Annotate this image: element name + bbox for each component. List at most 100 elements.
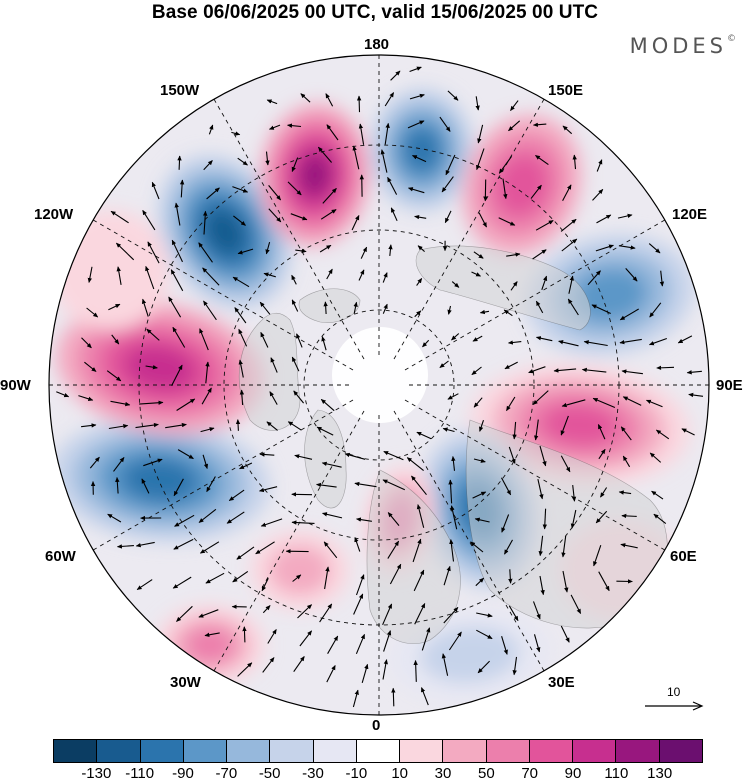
wind-arrow [473,251,484,259]
wind-arrow [238,359,244,378]
wind-arrow [356,95,362,113]
wind-arrow [532,122,547,127]
wind-arrow [622,396,642,406]
wind-arrow [470,541,484,553]
wind-arrow [473,397,483,408]
wind-arrow [291,520,315,525]
wind-arrow [172,326,186,348]
wind-arrow [535,300,544,314]
wind-arrow [380,149,388,173]
wind-arrow [267,629,277,644]
wind-arrow [409,66,422,73]
wind-arrow [443,606,459,624]
wind-arrow [445,154,456,176]
wind-arrow [591,304,611,314]
wind-arrow [300,93,311,103]
wind-arrow [231,131,241,136]
wind-arrow [447,305,452,315]
wind-arrow [203,210,208,235]
lon-label-30e: 30E [548,674,575,691]
color-bar-segment [659,740,702,762]
color-bar-segment [400,740,444,762]
wind-arrow [414,603,426,625]
wind-arrow [541,275,548,290]
map-disk [49,55,709,715]
wind-arrow [316,426,334,436]
wind-arrow [320,209,337,220]
wind-arrow [199,541,220,554]
wind-arrow [146,328,160,341]
wind-arrow [504,539,513,555]
wind-arrow [108,303,121,311]
reference-arrow-icon [645,701,704,711]
color-bar-tick-label: 70 [521,765,538,782]
wind-arrow [292,574,302,582]
wind-arrow [168,296,182,318]
color-bar-segment [97,740,141,762]
wind-arrow [645,399,663,408]
anomaly-contour [121,458,199,502]
wind-arrow [596,214,612,224]
wind-arrow [78,395,94,401]
wind-arrow [237,662,253,677]
wind-arrow [621,369,643,375]
wind-arrow [326,665,336,683]
anomaly-contour [205,209,245,255]
color-bar-segment [183,740,228,762]
wind-arrow [533,634,541,653]
wind-arrow [510,100,519,112]
wind-arrow [598,571,610,592]
color-bar-segment [227,740,271,762]
wind-arrow [384,122,390,145]
wind-arrow [201,387,212,405]
wind-arrow [498,155,513,174]
wind-arrow [451,333,460,341]
wind-arrow [173,478,184,497]
wind-arrow [412,538,422,563]
lon-label-120w: 120W [34,206,74,223]
wind-arrow [390,70,401,81]
wind-arrow [382,479,406,491]
wind-arrow [406,457,424,472]
wind-arrow [233,215,246,226]
wind-arrow [203,160,213,171]
wind-arrow [268,185,282,201]
wind-arrow [266,99,278,105]
wind-arrow [686,370,702,375]
wind-arrow [539,575,545,596]
wind-arrow [260,518,283,527]
color-bar-segment [270,740,314,762]
wind-arrow [501,477,512,496]
wind-arrow [596,159,603,172]
wind-arrow [170,269,184,292]
wind-arrow [593,545,602,567]
land-siberia [415,245,591,331]
wind-arrow [532,390,549,405]
wind-arrow [387,540,400,559]
wind-arrow [326,268,333,280]
wind-arrow [542,508,548,530]
meridian-line [393,98,545,360]
wind-arrow [390,207,398,222]
anomaly-contour [420,627,520,683]
wind-arrow [203,300,217,321]
wind-arrow [503,309,513,317]
reference-vector: 10 [643,685,705,725]
wind-arrow [86,307,99,318]
wind-arrow [618,245,636,250]
wind-arrow [681,428,695,436]
wind-arrow [84,361,97,372]
wind-arrow [116,544,134,549]
pole-region [332,327,428,423]
wind-arrow [327,635,339,654]
wind-arrow [416,504,425,528]
wind-arrow [532,249,547,260]
wind-arrow [625,268,638,282]
wind-arrow [263,272,276,278]
wind-arrow [323,301,328,315]
wind-arrow [472,491,487,499]
wind-arrow [581,367,607,373]
meridians [49,55,709,715]
wind-arrow [413,659,418,682]
wind-arrow [512,421,517,440]
